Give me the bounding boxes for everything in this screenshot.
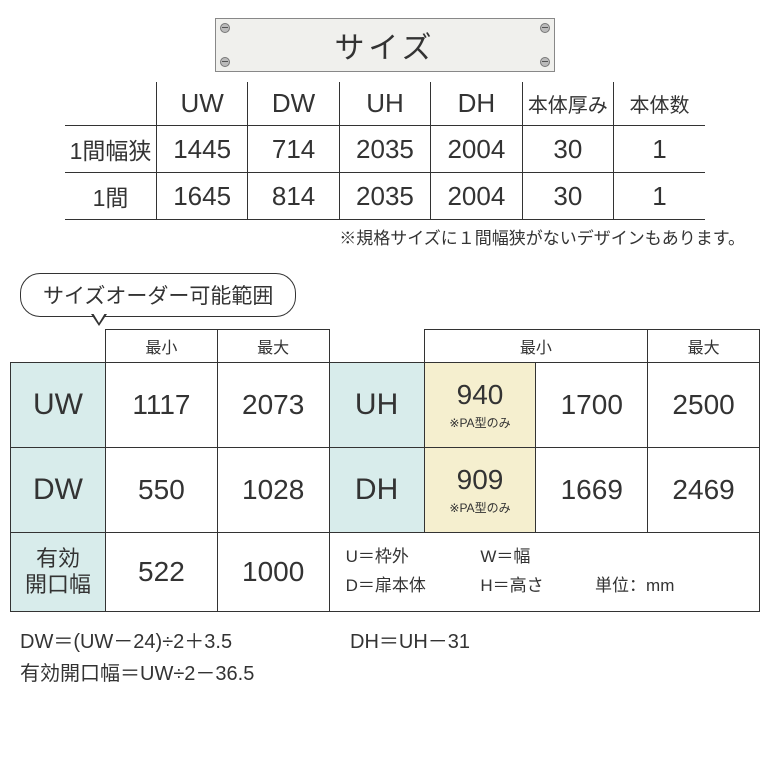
screw-icon: [220, 23, 230, 33]
cell: 1: [614, 173, 705, 220]
hdr-min: 最小: [106, 330, 218, 363]
legend-w: W＝幅: [480, 547, 530, 566]
legend: U＝枠外 W＝幅 D＝扉本体 H＝高さ 単位：mm: [329, 533, 759, 612]
cell: 2035: [339, 126, 430, 173]
cell: 522: [106, 533, 218, 612]
formula-dh: DH＝UH－31: [350, 626, 470, 658]
formula-eff: 有効開口幅＝UW÷2－36.5: [20, 658, 254, 690]
cell: 1117: [106, 363, 218, 448]
badge-pointer-icon: [91, 314, 107, 326]
col-uw: UW: [156, 82, 247, 126]
cell: 1669: [536, 448, 648, 533]
cell: 2035: [339, 173, 430, 220]
col-count: 本体数: [614, 82, 705, 126]
cell: 814: [248, 173, 339, 220]
cell: 714: [248, 126, 339, 173]
dim-uh: UH: [329, 363, 424, 448]
legend-u: U＝枠外: [346, 543, 476, 572]
table-row: DW 550 1028 DH 909 ※PA型のみ 1669 2469: [11, 448, 760, 533]
dim-dw: DW: [11, 448, 106, 533]
cell: 2073: [217, 363, 329, 448]
order-range-table: 最小 最大 最小 最大 UW 1117 2073 UH 940 ※PA型のみ 1…: [10, 329, 760, 612]
table1-note: ※規格サイズに１間幅狭がないデザインもあります。: [25, 224, 745, 249]
table-header-row: 最小 最大 最小 最大: [11, 330, 760, 363]
formulas: DW＝(UW－24)÷2＋3.5 DH＝UH－31 有効開口幅＝UW÷2－36.…: [20, 626, 760, 690]
badge-label: サイズオーダー可能範囲: [43, 285, 273, 308]
legend-d: D＝扉本体: [346, 572, 476, 601]
cell-value: 909: [457, 464, 504, 495]
table-row: 有効 開口幅 522 1000 U＝枠外 W＝幅 D＝扉本体 H＝高さ 単位：m…: [11, 533, 760, 612]
formula-dw: DW＝(UW－24)÷2＋3.5: [20, 626, 350, 658]
hdr-max: 最大: [648, 330, 760, 363]
row-label: 1間幅狭: [65, 126, 156, 173]
screw-icon: [540, 23, 550, 33]
title-text: サイズ: [334, 23, 435, 67]
screw-icon: [540, 57, 550, 67]
dim-opening: 有効 開口幅: [11, 533, 106, 612]
cell-special: 940 ※PA型のみ: [424, 363, 536, 448]
table-row: UW 1117 2073 UH 940 ※PA型のみ 1700 2500: [11, 363, 760, 448]
dim-dh: DH: [329, 448, 424, 533]
table-row: 1間幅狭 1445 714 2035 2004 30 1: [65, 126, 705, 173]
size-table: UW DW UH DH 本体厚み 本体数 1間幅狭 1445 714 2035 …: [65, 82, 705, 220]
dim-uw: UW: [11, 363, 106, 448]
cell: 30: [522, 126, 613, 173]
legend-h: H＝高さ: [480, 572, 590, 601]
cell: 1: [614, 126, 705, 173]
cell: 2004: [431, 126, 522, 173]
cell: 2004: [431, 173, 522, 220]
cell: 1000: [217, 533, 329, 612]
hdr-max: 最大: [217, 330, 329, 363]
cell-value: 940: [457, 379, 504, 410]
pa-note: ※PA型のみ: [425, 414, 536, 431]
col-uh: UH: [339, 82, 430, 126]
cell: 1028: [217, 448, 329, 533]
order-range-badge: サイズオーダー可能範囲: [20, 273, 760, 317]
cell: 1700: [536, 363, 648, 448]
pa-note: ※PA型のみ: [425, 499, 536, 516]
col-thickness: 本体厚み: [522, 82, 613, 126]
cell: 1645: [156, 173, 247, 220]
cell: 550: [106, 448, 218, 533]
cell-special: 909 ※PA型のみ: [424, 448, 536, 533]
cell: 2500: [648, 363, 760, 448]
table-row: 1間 1645 814 2035 2004 30 1: [65, 173, 705, 220]
col-dh: DH: [431, 82, 522, 126]
legend-unit: 単位：mm: [595, 576, 674, 595]
title-plate: サイズ: [215, 18, 555, 72]
col-dw: DW: [248, 82, 339, 126]
table-header-row: UW DW UH DH 本体厚み 本体数: [65, 82, 705, 126]
cell: 2469: [648, 448, 760, 533]
row-label: 1間: [65, 173, 156, 220]
screw-icon: [220, 57, 230, 67]
cell: 1445: [156, 126, 247, 173]
hdr-min: 最小: [424, 330, 648, 363]
cell: 30: [522, 173, 613, 220]
